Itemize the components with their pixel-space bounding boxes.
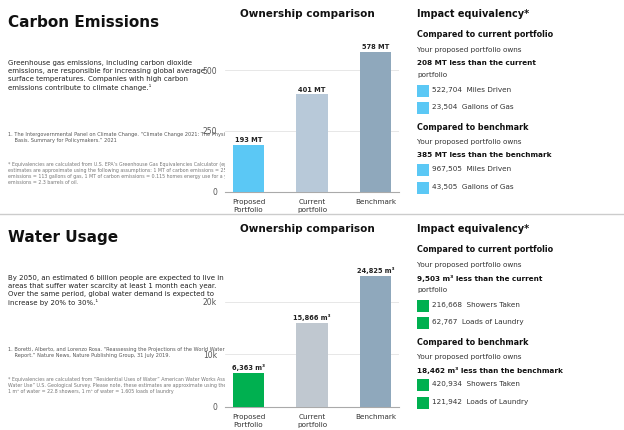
- Text: Your proposed portfolio owns: Your proposed portfolio owns: [417, 354, 522, 360]
- Text: 967,505  Miles Driven: 967,505 Miles Driven: [432, 166, 512, 172]
- Text: 62,767  Loads of Laundry: 62,767 Loads of Laundry: [432, 319, 524, 326]
- Text: 385 MT less than the benchmark: 385 MT less than the benchmark: [417, 152, 552, 158]
- Text: portfolio: portfolio: [417, 287, 447, 293]
- Bar: [359, 52, 391, 192]
- Text: Impact equivalency*: Impact equivalency*: [417, 9, 529, 18]
- Bar: [417, 379, 429, 390]
- Text: Compared to current portfolio: Compared to current portfolio: [417, 30, 553, 39]
- Text: 6,363 m³: 6,363 m³: [232, 364, 265, 371]
- Bar: [233, 373, 265, 407]
- Bar: [233, 145, 265, 192]
- Text: * Equivalencies are calculated from U.S. EPA’s Greenhouse Gas Equivalencies Calc: * Equivalencies are calculated from U.S.…: [8, 162, 302, 185]
- Bar: [417, 164, 429, 175]
- Text: Compared to current portfolio: Compared to current portfolio: [417, 245, 553, 254]
- Text: 401 MT: 401 MT: [298, 86, 326, 92]
- Text: 208 MT less than the current: 208 MT less than the current: [417, 60, 536, 66]
- Text: 522,704  Miles Driven: 522,704 Miles Driven: [432, 87, 512, 93]
- Text: Water Usage: Water Usage: [8, 230, 119, 245]
- Text: By 2050, an estimated 6 billion people are expected to live in
areas that suffer: By 2050, an estimated 6 billion people a…: [8, 275, 224, 306]
- Bar: [296, 95, 328, 192]
- Text: 43,505  Gallons of Gas: 43,505 Gallons of Gas: [432, 184, 514, 190]
- Text: 420,934  Showers Taken: 420,934 Showers Taken: [432, 381, 520, 387]
- Text: 18,462 m³ less than the benchmark: 18,462 m³ less than the benchmark: [417, 367, 563, 374]
- Text: 216,668  Showers Taken: 216,668 Showers Taken: [432, 302, 520, 308]
- Bar: [417, 85, 429, 97]
- Text: Compared to benchmark: Compared to benchmark: [417, 123, 529, 132]
- Text: Your proposed portfolio owns: Your proposed portfolio owns: [417, 139, 522, 145]
- Bar: [417, 300, 429, 312]
- Bar: [417, 182, 429, 194]
- Text: Your proposed portfolio owns: Your proposed portfolio owns: [417, 262, 522, 268]
- Text: portfolio: portfolio: [417, 72, 447, 78]
- Bar: [359, 276, 391, 407]
- Text: 193 MT: 193 MT: [235, 137, 262, 143]
- Text: Greenhouse gas emissions, including carbon dioxide
emissions, are responsible fo: Greenhouse gas emissions, including carb…: [8, 60, 205, 91]
- Bar: [296, 323, 328, 407]
- Text: 1. The Intergovernmental Panel on Climate Change. “Climate Change 2021: The Phys: 1. The Intergovernmental Panel on Climat…: [8, 132, 254, 143]
- Text: Carbon Emissions: Carbon Emissions: [8, 15, 159, 30]
- Text: Your proposed portfolio owns: Your proposed portfolio owns: [417, 47, 522, 53]
- Bar: [417, 317, 429, 329]
- Text: 24,825 m³: 24,825 m³: [357, 267, 394, 274]
- Text: 121,942  Loads of Laundry: 121,942 Loads of Laundry: [432, 399, 529, 405]
- Text: 23,504  Gallons of Gas: 23,504 Gallons of Gas: [432, 104, 514, 111]
- Text: Ownership comparison: Ownership comparison: [240, 224, 374, 233]
- Text: Ownership comparison: Ownership comparison: [240, 9, 374, 18]
- Bar: [417, 397, 429, 408]
- Text: Compared to benchmark: Compared to benchmark: [417, 338, 529, 347]
- Text: 9,503 m³ less than the current: 9,503 m³ less than the current: [417, 275, 543, 282]
- Text: Impact equivalency*: Impact equivalency*: [417, 224, 529, 233]
- Text: 15,866 m³: 15,866 m³: [293, 314, 331, 321]
- Bar: [417, 102, 429, 114]
- Text: 1. Boretti, Alberto, and Lorenzo Rosa. “Reassessing the Projections of the World: 1. Boretti, Alberto, and Lorenzo Rosa. “…: [8, 347, 260, 358]
- Text: 578 MT: 578 MT: [362, 43, 389, 49]
- Text: * Equivalencies are calculated from “Residential Uses of Water” American Water W: * Equivalencies are calculated from “Res…: [8, 377, 283, 394]
